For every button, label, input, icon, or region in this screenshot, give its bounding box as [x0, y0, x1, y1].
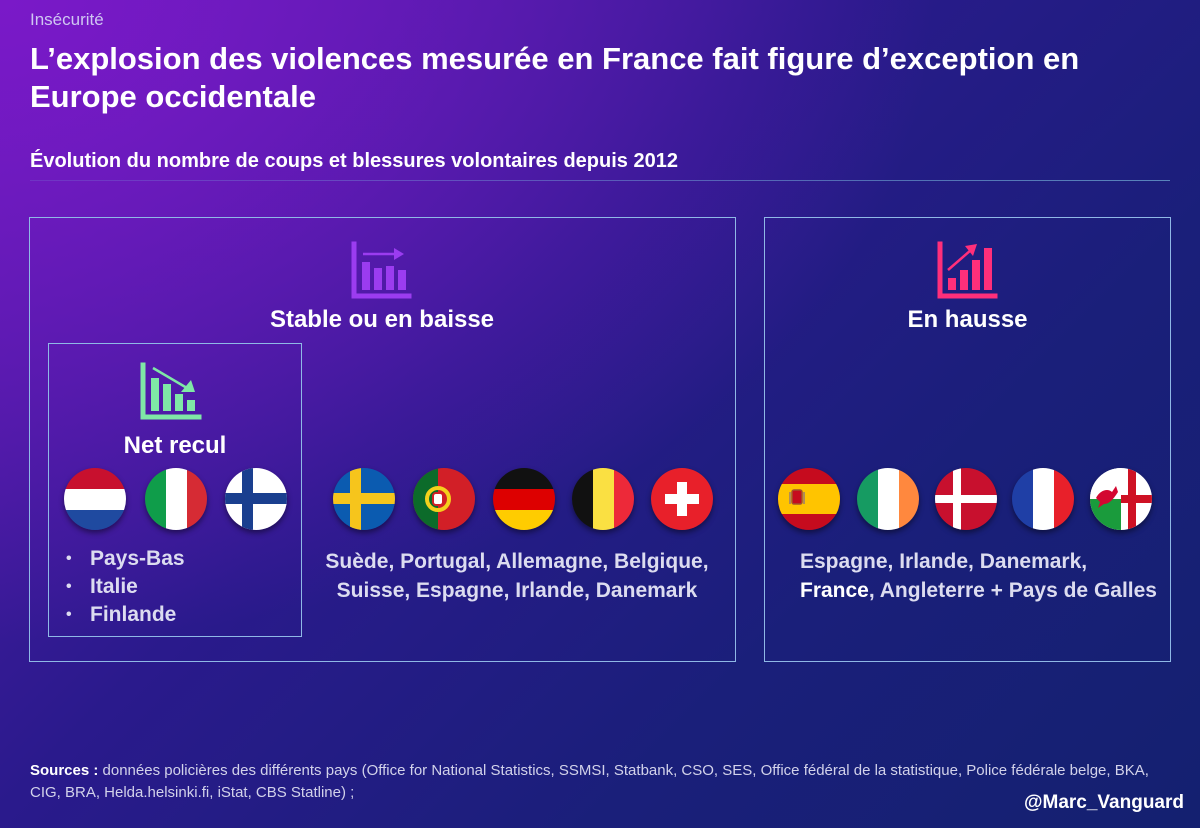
- flag-germany: [493, 468, 555, 530]
- panel-recul: [48, 343, 302, 637]
- flag-netherlands: [64, 468, 126, 530]
- countries-hausse: Espagne, Irlande, Danemark, France, Angl…: [800, 547, 1160, 605]
- flag-finland: [225, 468, 287, 530]
- sources-label: Sources :: [30, 762, 99, 779]
- heading-stable: Stable ou en baisse: [269, 306, 495, 333]
- panel-hausse: [764, 217, 1171, 662]
- countries-hausse-highlight: France: [800, 579, 869, 602]
- list-item: Finlande: [66, 601, 296, 629]
- chart-trend-flat-icon: [349, 240, 413, 302]
- flag-switzerland: [651, 468, 713, 530]
- flag-spain: [778, 468, 840, 530]
- list-item: Pays-Bas: [66, 545, 296, 573]
- flag-france: [1012, 468, 1074, 530]
- countries-hausse-part1: Espagne, Irlande, Danemark,: [800, 550, 1088, 573]
- flag-denmark: [935, 468, 997, 530]
- panel-stable: [29, 217, 736, 662]
- page-title: L’explosion des violences mesurée en Fra…: [30, 41, 1080, 114]
- list-item: Italie: [66, 573, 296, 601]
- countries-stable: Suède, Portugal, Allemagne, Belgique, Su…: [325, 550, 709, 602]
- heading-hausse: En hausse: [907, 306, 1028, 333]
- sources-note: Sources : données policières des différe…: [30, 760, 1180, 804]
- section-kicker: Insécurité: [30, 10, 104, 29]
- subtitle-divider: [30, 180, 1170, 181]
- chart-trend-up-icon: [935, 240, 999, 302]
- flag-belgium: [572, 468, 634, 530]
- sources-text: données policières des différents pays (…: [30, 762, 1149, 801]
- recul-country-list: Pays-Bas Italie Finlande: [66, 545, 296, 629]
- chart-trend-down-icon: [139, 362, 203, 422]
- flag-portugal: [413, 468, 475, 530]
- flag-england-wales: [1090, 468, 1152, 530]
- author-handle: @Marc_Vanguard: [1023, 792, 1184, 813]
- page-subtitle: Évolution du nombre de coups et blessure…: [30, 150, 678, 172]
- countries-hausse-part2: , Angleterre + Pays de Galles: [868, 579, 1157, 602]
- flag-italy: [145, 468, 207, 530]
- flag-sweden: [333, 468, 395, 530]
- heading-recul: Net recul: [123, 432, 227, 459]
- flag-ireland: [857, 468, 919, 530]
